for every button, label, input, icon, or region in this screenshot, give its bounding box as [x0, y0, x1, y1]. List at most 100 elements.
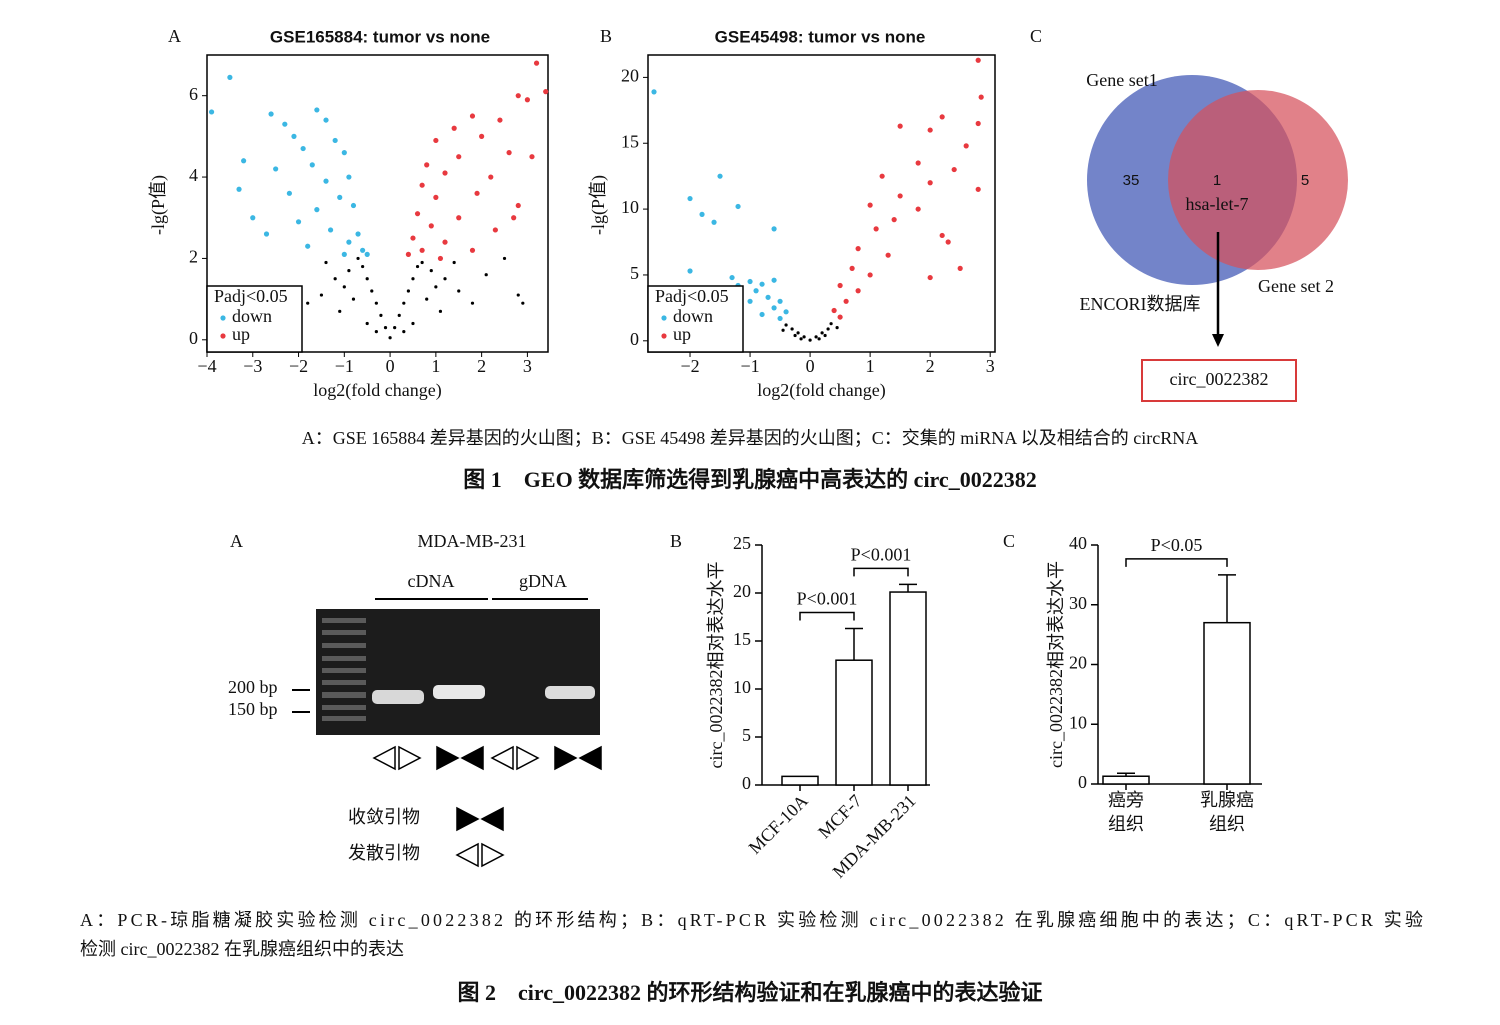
result-box: [1141, 359, 1297, 402]
point: [802, 335, 806, 339]
point: [474, 190, 480, 196]
x-tick-label: 0: [386, 356, 395, 376]
point: [443, 277, 447, 281]
y-tick-label: 20: [733, 581, 751, 601]
figure-title: 图 2 circ_0022382 的环形结构验证和在乳腺癌中的表达验证: [457, 980, 1042, 1005]
point: [829, 322, 833, 326]
point: [364, 251, 370, 257]
legend-label: up: [232, 324, 250, 344]
point: [338, 309, 342, 313]
point: [521, 301, 525, 305]
database: ENCORI数据库: [1080, 294, 1201, 314]
point: [442, 170, 448, 176]
point: [529, 154, 535, 160]
point: [777, 315, 783, 322]
point: [729, 274, 735, 281]
point: [951, 166, 957, 173]
point: [781, 328, 785, 332]
point: [515, 93, 521, 99]
x-tick-label: 0: [806, 356, 815, 376]
y-tick-label: 0: [1078, 772, 1087, 792]
y-axis-label: circ_0022382相对表达水平: [706, 562, 726, 769]
x-tick-label: 3: [986, 356, 995, 376]
x-tick-label: 1: [431, 356, 440, 376]
point: [323, 117, 329, 123]
point: [429, 269, 433, 273]
point: [479, 133, 485, 139]
arrow-head: [1212, 334, 1224, 347]
point: [879, 173, 885, 179]
point: [333, 277, 337, 281]
point: [796, 331, 800, 335]
point: [406, 289, 410, 293]
x-tick-label: −2: [289, 356, 308, 376]
point: [927, 127, 933, 133]
bar: [1203, 621, 1251, 785]
point: [699, 211, 705, 217]
point: [484, 273, 488, 277]
panel-label: C: [1003, 531, 1015, 551]
point: [456, 154, 462, 160]
point: [978, 94, 984, 100]
y-tick-label: 10: [1069, 712, 1087, 732]
point: [717, 173, 723, 179]
venn-set2: [1168, 90, 1348, 270]
point: [411, 321, 415, 326]
bar: [781, 775, 819, 786]
point: [771, 277, 777, 283]
point: [456, 215, 462, 221]
x-tick-label: 1: [866, 356, 875, 376]
venn-label: Gene set1: [1086, 70, 1157, 90]
x-axis-label: log2(fold change): [757, 380, 885, 401]
point: [282, 121, 288, 127]
y-axis-label: circ_0022382相对表达水平: [1046, 561, 1066, 768]
point: [506, 150, 512, 156]
point: [516, 293, 520, 297]
y-tick-label: 40: [1069, 533, 1087, 553]
venn-count: 5: [1301, 172, 1309, 189]
point: [747, 298, 753, 304]
x-tick-label: 癌旁: [1108, 790, 1144, 810]
legend-swatch: [661, 333, 667, 339]
point: [784, 323, 788, 327]
point: [410, 235, 416, 241]
point: [831, 307, 837, 314]
point: [347, 269, 351, 273]
significance-bracket: [853, 567, 909, 577]
point: [323, 178, 329, 184]
x-tick-label: MCF-7: [814, 791, 866, 843]
y-tick-label: 0: [189, 328, 198, 348]
point: [268, 111, 274, 117]
point: [250, 215, 256, 221]
x-tick-label: −4: [197, 356, 216, 376]
point: [817, 337, 821, 341]
y-tick-label: 0: [742, 773, 751, 793]
point: [814, 335, 818, 339]
panel-label: B: [600, 26, 612, 46]
point: [711, 219, 717, 225]
primer-icons: [372, 745, 602, 868]
point: [314, 207, 320, 213]
lane-group: cDNA: [408, 571, 455, 591]
y-tick-label: 0: [630, 329, 639, 349]
point: [470, 301, 475, 305]
plot-frame: [206, 54, 549, 353]
point: [365, 321, 369, 326]
significance-label: P<0.001: [851, 544, 912, 564]
point: [975, 186, 981, 192]
point: [939, 232, 945, 239]
point: [793, 333, 797, 338]
marker: 150 bp: [228, 699, 278, 719]
point: [327, 227, 334, 233]
point: [241, 158, 247, 164]
point: [291, 133, 297, 139]
point: [300, 145, 306, 152]
point: [351, 297, 356, 301]
point: [306, 301, 310, 305]
point: [533, 60, 540, 66]
point: [433, 194, 439, 200]
point: [511, 215, 517, 221]
point: [415, 264, 420, 269]
point: [457, 289, 461, 293]
y-tick-label: 30: [1069, 593, 1087, 613]
